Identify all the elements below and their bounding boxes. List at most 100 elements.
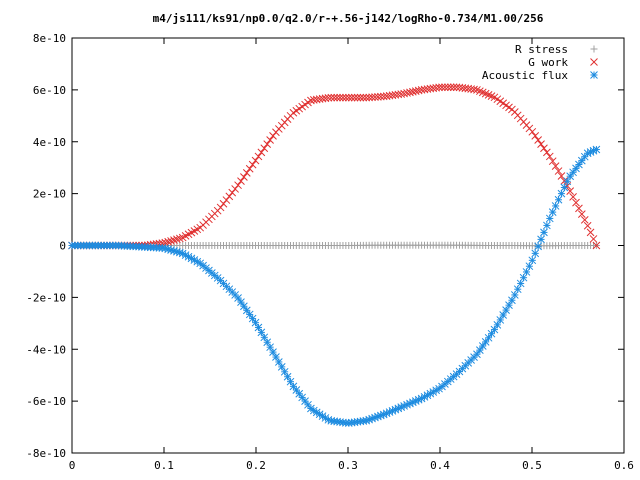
data-point [411,87,420,95]
data-point [592,241,601,250]
data-point [289,382,298,391]
data-point [260,144,269,153]
y-tick-label: -2e-10 [26,291,66,304]
data-point [167,246,175,254]
data-point [164,237,172,246]
data-point [487,329,496,338]
data-point [438,83,446,92]
data-point [347,93,356,102]
data-point [341,93,350,102]
data-point [543,221,551,230]
data-point [569,193,577,201]
data-point [484,91,493,99]
data-point [563,177,572,186]
y-tick-label: 2e-10 [33,188,66,201]
chart-title: m4/js111/ks91/np0.0/q2.0/r-+.56-j142/log… [153,12,544,25]
data-point [572,164,580,173]
data-point [240,173,248,181]
data-point [359,93,368,102]
y-axis: 8e-10 6e-10 4e-10 2e-10 0 -2e-10 -4e-10 -6e-10 -… [26,32,624,460]
data-point [368,93,376,102]
data-point [274,358,283,366]
data-point [545,214,554,223]
y-tick-label: 6e-10 [33,84,66,97]
data-point [237,177,245,185]
data-point [484,333,493,342]
y-tick-label: -8e-10 [26,447,66,460]
data-point [406,88,414,97]
data-point [248,314,257,323]
data-point [499,311,508,319]
data-point [478,342,487,350]
data-point [577,156,586,165]
data-point [476,87,484,96]
data-point [566,172,575,181]
x-tick-label: 0.2 [246,459,266,472]
data-point [531,132,540,140]
data-point [548,208,557,216]
legend-marker [590,45,598,53]
data-point [292,386,301,394]
data-point [266,136,274,144]
legend-label: Acoustic flux [482,69,568,82]
data-point [441,83,449,92]
data-point [362,93,371,102]
data-point [254,152,263,161]
data-point [242,306,251,315]
data-point [240,302,248,311]
data-point [263,338,272,347]
data-point [572,198,580,207]
data-point [301,397,309,405]
data-point [219,199,228,208]
data-point [545,152,554,161]
data-point [170,236,178,244]
data-point [540,144,548,153]
data-point [248,160,257,169]
data-point [537,140,545,148]
data-point [251,156,260,165]
data-point [269,132,277,140]
data-point [315,410,324,419]
data-point [400,89,408,98]
data-point [537,235,545,244]
data-point [365,415,374,424]
data-point [324,415,333,424]
data-point [554,195,563,204]
data-point [216,203,225,212]
data-point [225,192,234,201]
data-point [228,188,237,197]
data-point [175,234,184,243]
data-point [540,228,548,237]
x-axis: 0 0.1 0.2 0.3 0.4 0.5 0.6 [69,38,634,472]
data-point [560,183,569,192]
data-point [231,185,240,193]
data-point [583,221,592,230]
legend-label: G work [528,56,568,69]
data-point [531,249,540,258]
data-point [266,343,274,352]
data-point [295,389,304,398]
data-point [505,301,513,310]
data-point [374,92,382,101]
y-tick-label: 0 [59,240,66,253]
data-point [470,85,478,94]
data-point [586,228,595,237]
legend-marker [590,71,598,79]
data-point [528,256,537,265]
series-r-stress [68,241,600,250]
data-point [286,377,295,386]
data-point [222,196,231,204]
data-point [566,187,575,196]
x-tick-label: 0.3 [338,459,358,472]
data-point [333,93,341,102]
data-point [551,202,560,210]
x-tick-label: 0.4 [430,459,450,472]
data-point [263,140,272,148]
data-point [245,310,254,319]
data-point [481,89,490,98]
data-point [551,162,560,170]
data-point [569,168,577,177]
data-point [554,167,563,175]
